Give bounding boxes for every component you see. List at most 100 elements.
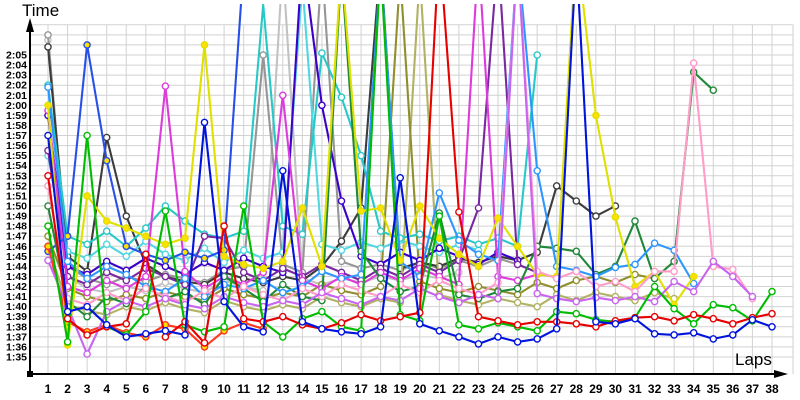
data-point-red-lap19 [396, 312, 405, 321]
data-point-purple-lap9 [200, 232, 209, 240]
data-point-navy-lap16 [337, 197, 346, 205]
data-point-green-lap36 [729, 303, 737, 312]
data-point-blue-yellow-markers-lap5 [122, 242, 131, 251]
y-tick-label: 2:04 [6, 60, 27, 72]
data-point-blue-lap25 [513, 338, 522, 346]
data-point-yellow-lap18 [376, 204, 385, 212]
data-point-olive-lap28 [572, 276, 581, 285]
x-tick-label: 6 [142, 382, 149, 396]
data-point-blue-lap17 [357, 329, 365, 338]
data-point-violet-lap21 [435, 292, 444, 301]
data-point-violet-lap26 [533, 289, 542, 298]
y-tick-label: 1:51 [6, 190, 27, 202]
data-point-purple-lap13 [278, 264, 287, 273]
data-point-blue-lap26 [533, 335, 542, 343]
data-point-dodgerblue-lap30 [611, 263, 620, 272]
y-tick-label: 1:52 [6, 180, 27, 192]
data-point-pink-lap14 [298, 284, 307, 293]
data-point-yellow-lap6 [141, 232, 150, 240]
data-point-darkgreen-lap31 [631, 217, 639, 225]
data-point-darkgreen-lap13 [278, 280, 287, 289]
x-tick-label: 25 [511, 382, 525, 396]
data-point-violet-lap34 [689, 287, 698, 296]
data-point-purple-lap11 [239, 268, 248, 277]
data-point-black-lap1 [44, 43, 52, 51]
data-point-yellow-lap9 [200, 41, 209, 49]
series-line-silver [46, 4, 460, 294]
data-point-red-lap3 [83, 331, 91, 339]
data-point-yellow-lap7 [161, 240, 170, 249]
data-point-red-lap36 [729, 319, 737, 328]
data-point-black-lap5 [122, 212, 131, 220]
data-point-blue-yellow-markers-lap7 [161, 256, 170, 265]
data-point-red-lap17 [357, 310, 365, 319]
data-point-cyan-lap23 [474, 240, 483, 249]
x-axis-title: Laps [735, 350, 772, 369]
x-tick-label: 8 [182, 382, 189, 396]
x-tick-label: 11 [237, 382, 250, 396]
data-point-blue-lap34 [689, 328, 698, 337]
data-point-pink-lap11 [239, 282, 248, 291]
x-tick-label: 34 [687, 382, 701, 396]
data-point-blue-lap20 [415, 319, 424, 328]
data-point-violet-lap7 [161, 294, 170, 303]
series-layer [44, 4, 776, 358]
data-point-green-lap22 [455, 320, 463, 329]
x-tick-label: 17 [354, 382, 368, 396]
data-point-darkgreen-lap8 [181, 287, 189, 296]
x-tick-label: 19 [394, 382, 408, 396]
data-point-green-lap21 [435, 212, 444, 220]
data-point-yellow-lap21 [435, 234, 444, 242]
data-point-violet-lap30 [611, 296, 620, 305]
data-point-violet-lap18 [376, 292, 385, 301]
data-point-navy-lap21 [435, 244, 444, 253]
y-tick-label: 1:38 [6, 321, 27, 333]
data-point-magenta-lap5 [122, 284, 131, 293]
data-point-pink-lap16 [337, 280, 346, 289]
data-point-magenta-lap13 [278, 91, 287, 100]
data-point-cyan-lap4 [102, 227, 111, 235]
data-point-dodgerblue-lap23 [474, 250, 483, 259]
data-point-dodgerblue-lap32 [650, 239, 659, 247]
data-point-black-lap16 [337, 237, 346, 245]
data-point-yellow-lap30 [611, 213, 620, 221]
data-point-navy-lap7 [161, 262, 170, 271]
data-point-dodgerblue-lap5 [122, 270, 131, 279]
x-tick-label: 30 [609, 382, 623, 396]
data-point-blue-lap24 [494, 333, 502, 341]
data-point-darkgreen-lap3 [83, 312, 91, 321]
data-point-violet-lap28 [572, 297, 581, 306]
data-point-blue-lap38 [768, 322, 776, 331]
data-point-green-lap13 [278, 333, 287, 341]
data-point-blue-lap18 [376, 322, 385, 331]
data-point-yellow-lap29 [592, 111, 600, 120]
y-tick-label: 1:58 [6, 120, 27, 132]
data-point-red-lap5 [122, 319, 131, 328]
data-point-turquoise-lap11 [239, 246, 248, 255]
data-point-cyan-lap6 [141, 224, 150, 232]
x-tick-label: 7 [162, 382, 169, 396]
data-point-red-lap16 [337, 318, 346, 327]
y-tick-label: 1:48 [6, 221, 27, 233]
x-tick-label: 16 [335, 382, 349, 396]
data-point-blue-lap29 [592, 317, 600, 326]
data-point-magenta-lap3 [83, 288, 91, 297]
data-point-black-lap27 [552, 182, 561, 190]
x-tick-label: 15 [315, 382, 329, 396]
data-point-green-lap32 [650, 282, 659, 291]
data-point-red-lap38 [768, 309, 776, 318]
data-point-purple-lap8 [181, 280, 189, 289]
data-point-blue-lap36 [729, 331, 737, 339]
data-point-blue-lap32 [650, 329, 659, 338]
data-point-dodgerblue-lap8 [181, 274, 189, 283]
data-point-blue-lap14 [298, 317, 307, 326]
x-axis-arrow-icon [774, 370, 788, 378]
x-tick-label: 21 [433, 382, 447, 396]
x-tick-label: 27 [550, 382, 564, 396]
data-point-khaki-lap25 [513, 298, 522, 307]
data-point-violet-lap1 [44, 256, 52, 265]
data-point-green-lap10 [220, 322, 228, 331]
x-tick-label: 35 [707, 382, 721, 396]
